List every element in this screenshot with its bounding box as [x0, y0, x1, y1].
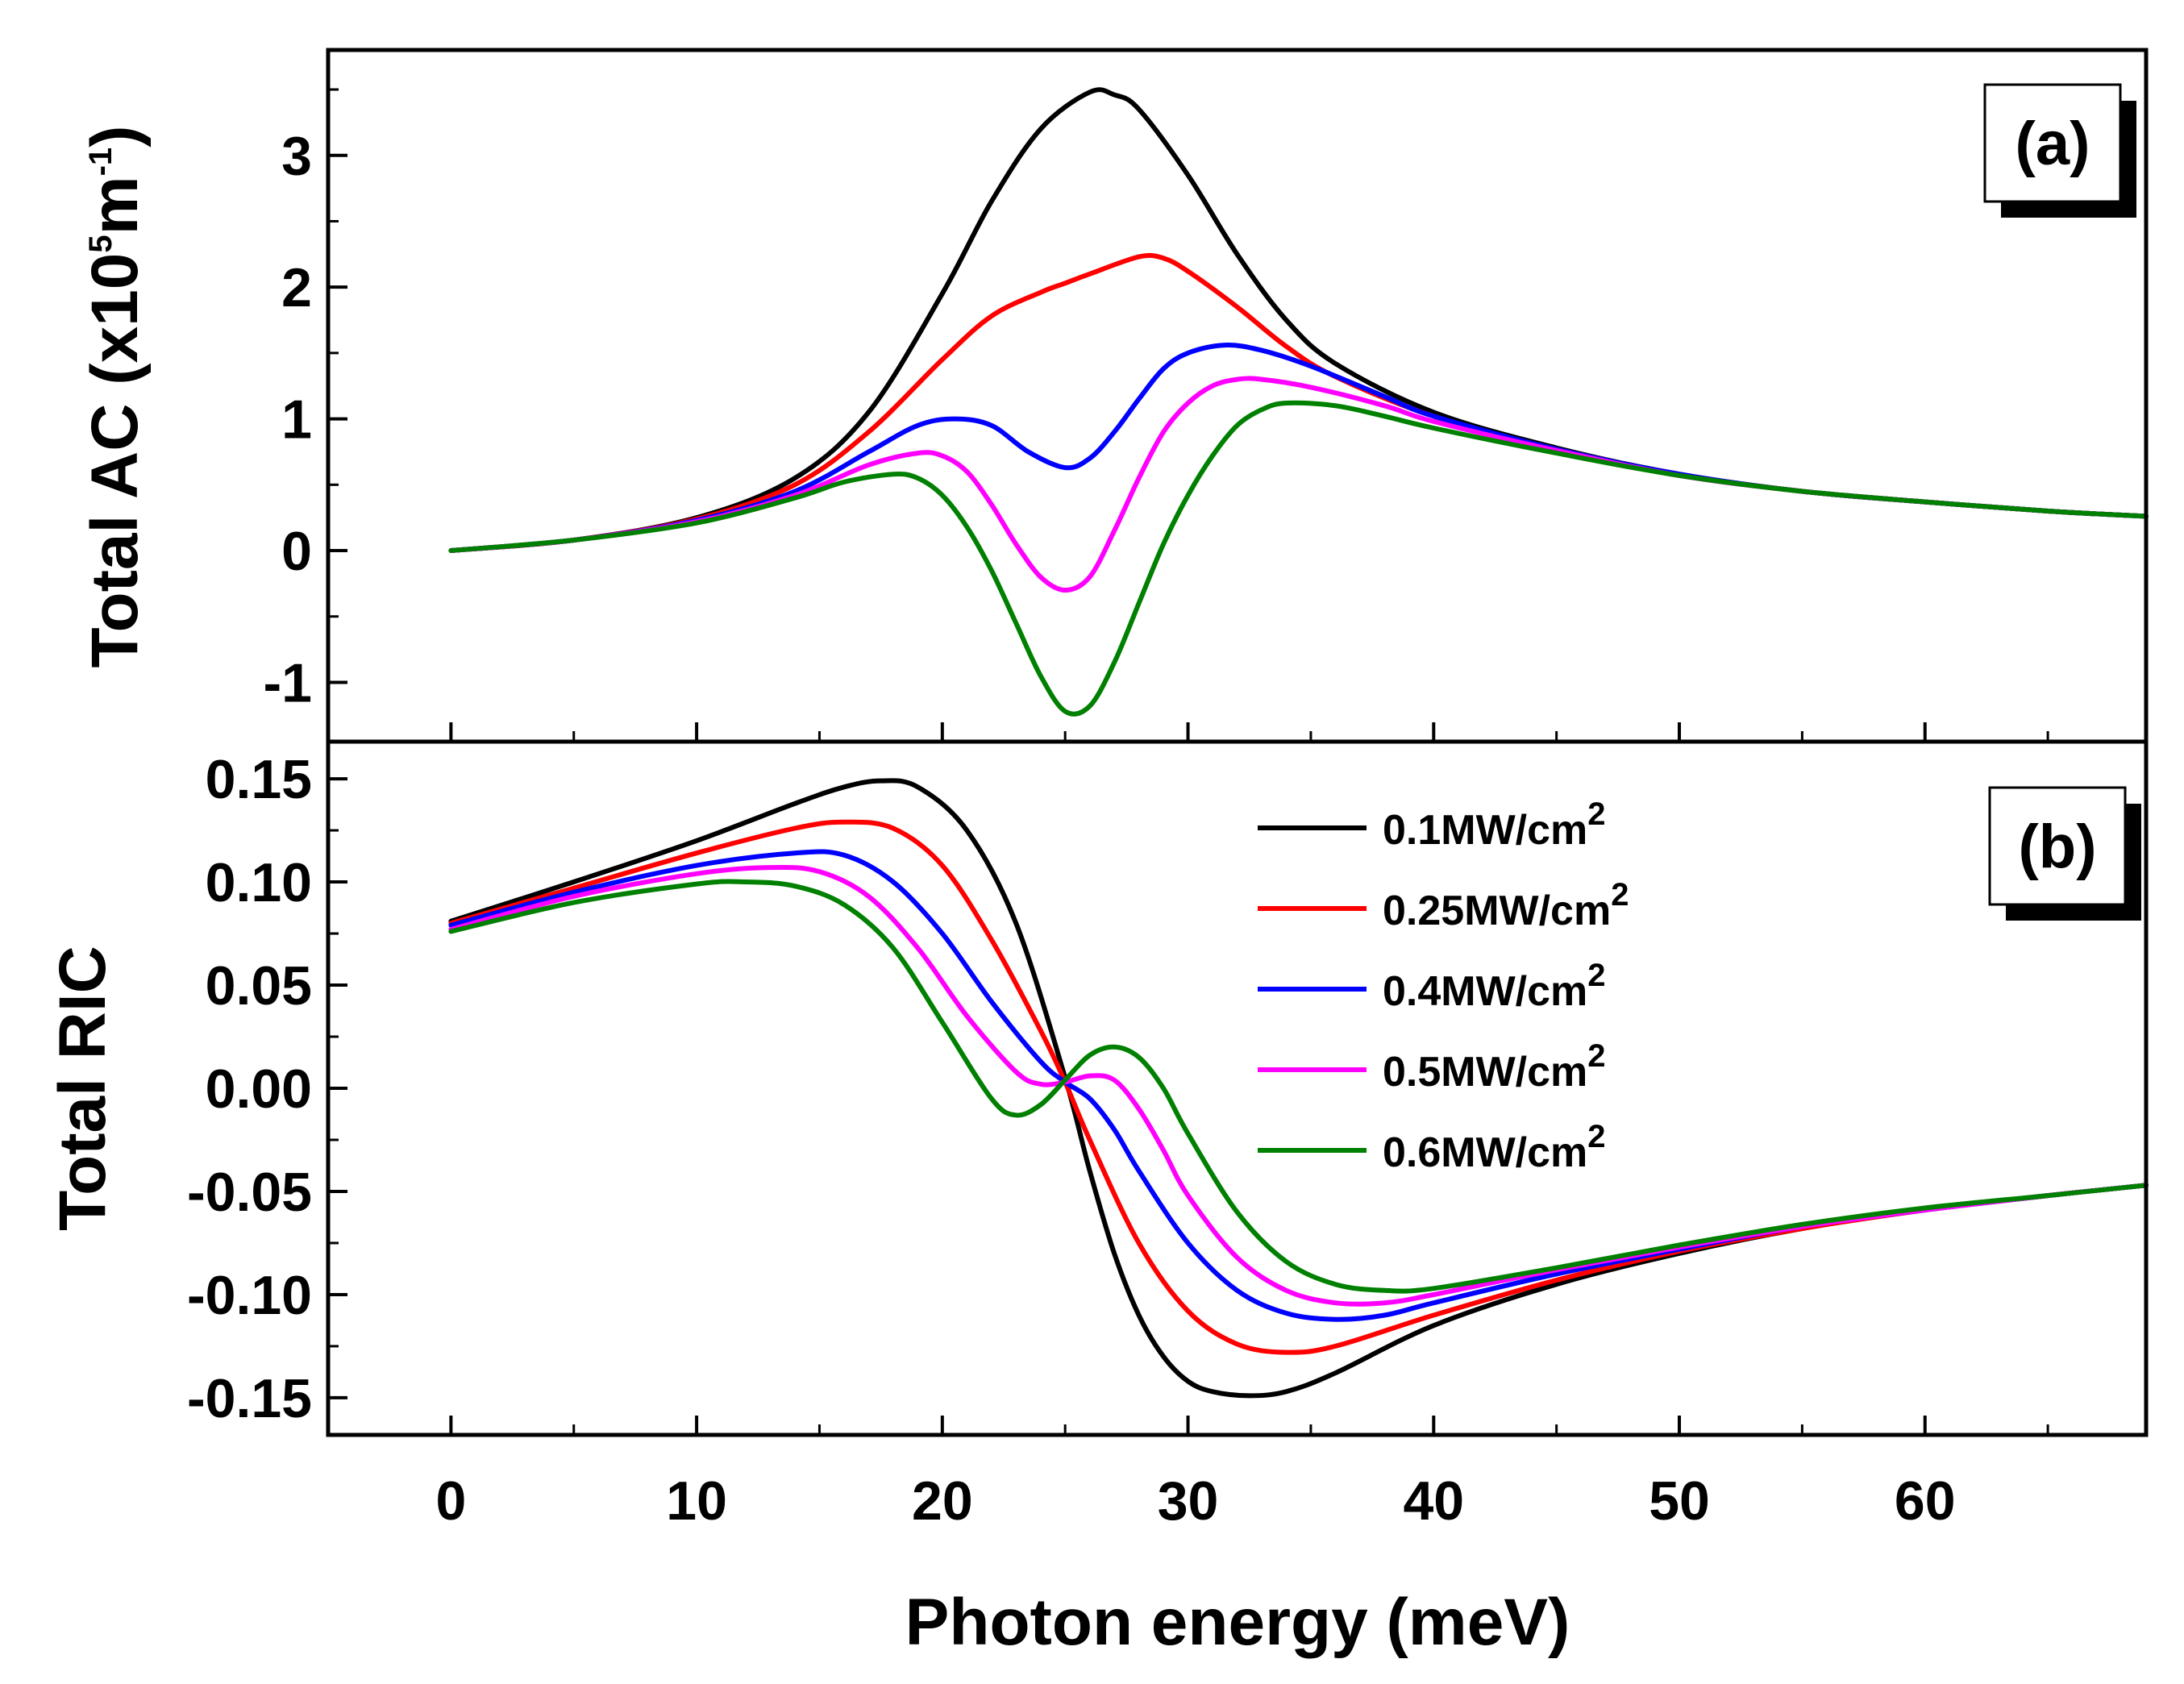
panel-b-y-tick-label: 0.10: [206, 852, 312, 913]
legend-label: 0.6MW/cm2: [1383, 1119, 1606, 1176]
panel-b-frame: [326, 739, 2149, 1437]
panel-a-curves: [448, 87, 2149, 717]
panel-b-total-ric: -0.15 -0.10 -0.05 0.00 0.05 0.10 0.15 0 10 20 30 4…: [46, 739, 2149, 1532]
x-tick-label: 20: [912, 1470, 973, 1532]
panel-a-ticks: [328, 88, 2049, 742]
panel-b-label: (b): [2018, 813, 2096, 881]
legend: 0.1MW/cm2 0.25MW/cm2 0.4MW/cm2 0.5MW/cm2 0.6…: [1258, 796, 1629, 1176]
panel-b-x-tick-labels: 0 10 20 30 40 50 60: [435, 1470, 1955, 1532]
panel-a-y-axis-title: Total AC (x105m-1): [78, 126, 152, 668]
x-axis-title: Photon energy (meV): [905, 1586, 1570, 1659]
panel-b-series-line: [448, 819, 2149, 1355]
panel-b-y-tick-label: 0.05: [206, 955, 312, 1017]
panel-a-y-tick-label: 1: [281, 389, 312, 451]
panel-a-label: (a): [2016, 110, 2090, 178]
panel-a-total-ac: -1 0 1 2 3 (a) Total AC (x105m-1): [78, 48, 2149, 744]
panel-b-y-tick-label: 0.00: [206, 1058, 312, 1120]
panel-a-label-box: [1983, 83, 2122, 203]
x-tick-label: 50: [1649, 1470, 1710, 1532]
panel-b-label-box: [1988, 786, 2127, 906]
panel-b-series-line: [448, 864, 2149, 1307]
legend-label: 0.25MW/cm2: [1383, 877, 1629, 934]
panel-b-series-line: [448, 849, 2149, 1322]
panel-b-y-tick-label: -0.15: [187, 1368, 312, 1429]
panel-a-series-line: [448, 400, 2149, 717]
panel-a-y-tick-label: 3: [281, 126, 312, 187]
x-tick-label: 0: [435, 1470, 466, 1532]
panel-b-y-tick-labels: -0.15 -0.10 -0.05 0.00 0.05 0.10 0.15: [187, 749, 312, 1429]
panel-a-y-tick-label: 2: [281, 257, 312, 318]
panel-a-frame: [326, 48, 2149, 744]
panel-b-series-line: [448, 879, 2149, 1294]
x-tick-label: 40: [1403, 1470, 1464, 1532]
legend-label: 0.5MW/cm2: [1383, 1038, 1606, 1096]
panel-a-series-line: [448, 87, 2149, 553]
panel-a-series-line: [448, 376, 2149, 593]
panel-b-curves: [448, 778, 2149, 1399]
panel-b-y-axis-title: Total RIC: [46, 946, 119, 1231]
panel-b-y-tick-label: -0.05: [187, 1162, 312, 1223]
x-tick-label: 30: [1158, 1470, 1219, 1532]
panel-a-y-tick-label: -1: [264, 652, 312, 713]
panel-a-y-tick-labels: -1 0 1 2 3: [264, 126, 312, 714]
x-tick-label: 10: [666, 1470, 727, 1532]
x-tick-label: 60: [1895, 1470, 1956, 1532]
panel-b-y-tick-label: -0.10: [187, 1265, 312, 1326]
panel-b-ticks: [328, 777, 2049, 1435]
panel-b-y-tick-label: 0.15: [206, 749, 312, 810]
legend-label: 0.4MW/cm2: [1383, 958, 1606, 1015]
panel-a-y-tick-label: 0: [281, 521, 312, 582]
legend-label: 0.1MW/cm2: [1383, 796, 1606, 854]
